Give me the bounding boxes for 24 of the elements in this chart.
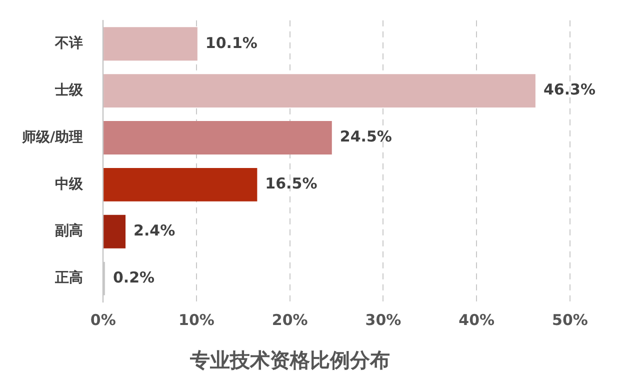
bar xyxy=(104,168,258,202)
data-label: 16.5% xyxy=(265,174,318,193)
y-tick-label: 士级 xyxy=(54,82,84,98)
x-tick-label: 40% xyxy=(458,310,495,329)
x-tick-label: 0% xyxy=(90,310,116,329)
bar xyxy=(104,74,536,108)
data-label: 0.2% xyxy=(112,268,155,286)
x-tick-label: 50% xyxy=(552,310,588,329)
bar xyxy=(104,27,198,61)
data-label: 46.3% xyxy=(543,80,596,99)
y-tick-label: 不详 xyxy=(54,34,84,52)
y-tick-label: 正高 xyxy=(54,269,84,286)
y-tick-label: 中级 xyxy=(55,176,84,192)
x-tick-label: 10% xyxy=(178,310,214,329)
x-tick-label: 30% xyxy=(365,310,402,329)
data-label: 24.5% xyxy=(340,128,392,146)
y-tick-label: 师级/助理 xyxy=(20,129,84,146)
x-tick-label: 20% xyxy=(272,310,308,329)
y-tick-label: 副高 xyxy=(55,222,84,240)
bar xyxy=(104,214,126,248)
bar xyxy=(104,121,332,154)
data-label: 2.4% xyxy=(134,221,176,240)
data-label: 10.1% xyxy=(205,34,258,52)
text: 专业技术资格比例分布 xyxy=(189,348,390,372)
